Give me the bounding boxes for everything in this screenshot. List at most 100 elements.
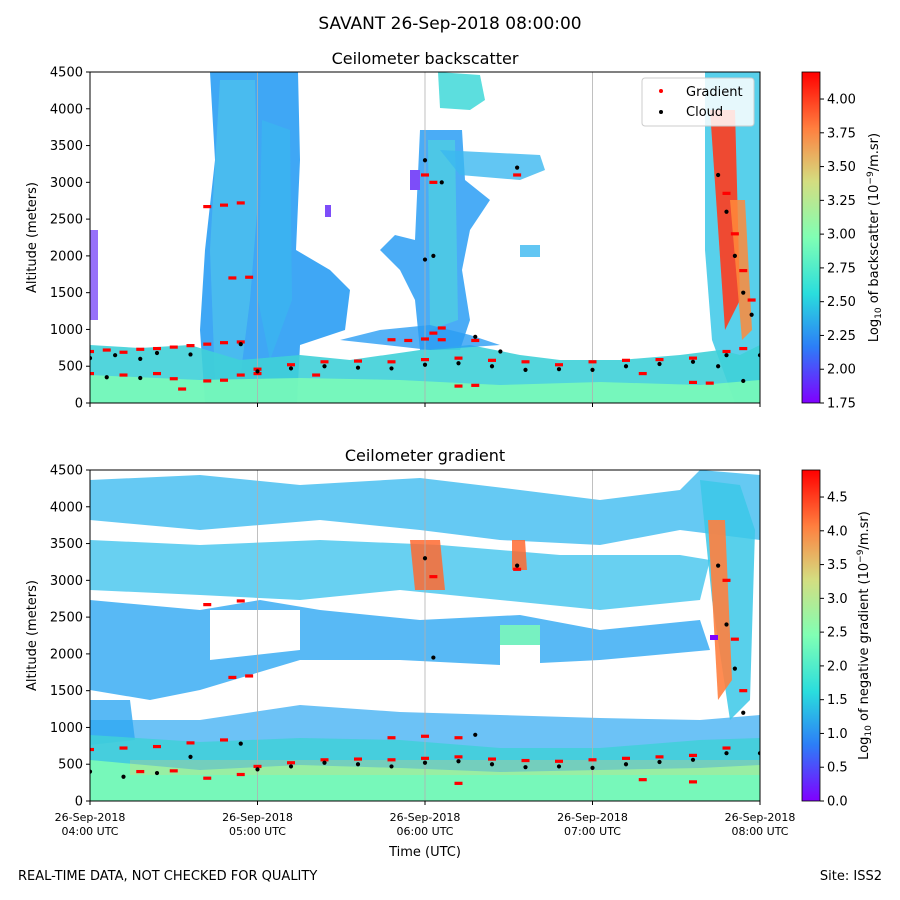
panel-gradient: 0 500 1000 1500 2000 2500 3000 3500 4000 4500 26-…	[25, 446, 874, 860]
cloud-point	[716, 364, 721, 369]
gradient-point	[228, 675, 237, 680]
gradient-point	[236, 340, 245, 344]
cloud-point	[422, 362, 428, 367]
gradient-point	[220, 378, 228, 382]
gradient-point	[689, 780, 697, 784]
cloud-point	[238, 342, 243, 347]
backscatter-title: Ceilometer backscatter	[332, 49, 519, 68]
cloud-point	[255, 767, 260, 772]
colorbar-tick-label: 4.0	[827, 524, 848, 539]
y-tick-label: 2000	[50, 647, 83, 662]
cloud-point	[732, 253, 737, 258]
gradient-point	[253, 367, 262, 371]
gradient-point	[454, 356, 463, 360]
y-tick-label: 2500	[50, 213, 83, 228]
cloud-point	[724, 751, 729, 756]
backscatter-colorbar-label: Log10 of backscatter (10−9/m.sr)	[866, 133, 884, 342]
gradient-point	[169, 345, 178, 349]
cloud-point	[154, 770, 160, 776]
gradient-xlabel: Time (UTC)	[388, 845, 461, 860]
colorbar-tick-label: 0.0	[827, 795, 848, 810]
gradient-point	[119, 746, 128, 750]
gradient-point	[421, 734, 429, 738]
gradient-point	[387, 360, 396, 364]
gradient-point	[471, 338, 480, 343]
cloud-point	[422, 760, 428, 765]
gradient-point	[287, 761, 295, 765]
cloud-point	[657, 361, 662, 367]
x-tick-label-time: 07:00 UTC	[564, 825, 621, 838]
figure-title: SAVANT 26-Sep-2018 08:00:00	[318, 14, 582, 34]
colorbar-tick-label: 3.25	[827, 194, 856, 209]
gradient-point	[245, 275, 254, 279]
colorbar-tick-label: 3.75	[827, 126, 856, 141]
backscatter-y-axis: 0 500 1000 1500 2000 2500 3000 3500 4000 4500	[50, 66, 90, 412]
gradient-point	[454, 755, 463, 759]
gradient-colorbar-label: Log10 of negative gradient (10−9/m.sr)	[856, 511, 874, 760]
y-tick-label: 4000	[50, 500, 83, 515]
cloud-point	[556, 764, 562, 769]
cloud-point	[138, 375, 143, 381]
colorbar-tick-label: 1.75	[827, 397, 856, 412]
cloud-point	[515, 165, 520, 170]
y-tick-label: 4500	[50, 66, 83, 81]
gradient-point	[722, 191, 731, 195]
cloud-point	[724, 622, 729, 627]
y-tick-label: 1500	[50, 286, 83, 301]
gradient-point	[705, 381, 714, 385]
gradient-point	[638, 371, 647, 376]
gradient-point	[102, 348, 111, 352]
gradient-point	[622, 358, 630, 362]
legend: Gradient Cloud	[641, 77, 755, 127]
backscatter-grid	[257, 72, 593, 403]
cloud-point	[690, 359, 696, 364]
gradient-point	[488, 757, 496, 761]
y-tick-label: 3000	[50, 574, 83, 589]
cloud-point	[154, 350, 160, 356]
cloud-point	[389, 764, 394, 769]
cloud-point	[716, 563, 721, 568]
gradient-point	[203, 342, 212, 346]
gradient-point	[387, 758, 396, 762]
gradient-point	[236, 772, 245, 777]
legend-cloud-marker	[659, 110, 663, 114]
gradient-point	[437, 326, 446, 330]
gradient-point	[153, 371, 161, 376]
gradient-point	[429, 331, 438, 335]
gradient-point	[421, 337, 429, 341]
colorbar-tick-label: 2.0	[827, 659, 848, 674]
x-tick-label-time: 04:00 UTC	[61, 825, 118, 838]
gradient-point	[513, 567, 522, 571]
cloud-point	[724, 209, 729, 214]
gradient-point	[253, 764, 262, 769]
cloud-point	[741, 378, 746, 384]
gradient-point	[747, 298, 756, 302]
gradient-point	[320, 758, 329, 762]
colorbar-tick-label: 1.0	[827, 727, 848, 742]
gradient-ylabel: Altitude (meters)	[25, 580, 40, 691]
colorbar-tick-label: 2.50	[827, 295, 856, 310]
gradient-point	[245, 674, 254, 678]
gradient-point	[454, 736, 463, 740]
gradient-point	[513, 173, 522, 177]
colorbar-tick-label: 4.00	[827, 93, 856, 108]
gradient-point	[421, 756, 429, 760]
cloud-point	[523, 765, 528, 770]
gradient-point	[287, 363, 295, 367]
x-tick-label-date: 26-Sep-2018	[55, 811, 126, 824]
gradient-point	[429, 575, 438, 579]
cloud-point	[623, 762, 629, 767]
gradient-point	[521, 360, 530, 364]
cloud-point	[741, 710, 746, 715]
cloud-point	[757, 353, 760, 358]
gradient-point	[236, 201, 245, 205]
y-tick-label: 500	[58, 758, 83, 773]
gradient-grid	[257, 470, 593, 801]
cloud-point	[138, 356, 143, 361]
gradient-point	[90, 747, 94, 752]
footer-disclaimer: REAL-TIME DATA, NOT CHECKED FOR QUALITY	[18, 869, 318, 884]
gradient-point	[722, 746, 731, 750]
gradient-point	[169, 769, 178, 773]
x-tick-label-time: 05:00 UTC	[229, 825, 286, 838]
